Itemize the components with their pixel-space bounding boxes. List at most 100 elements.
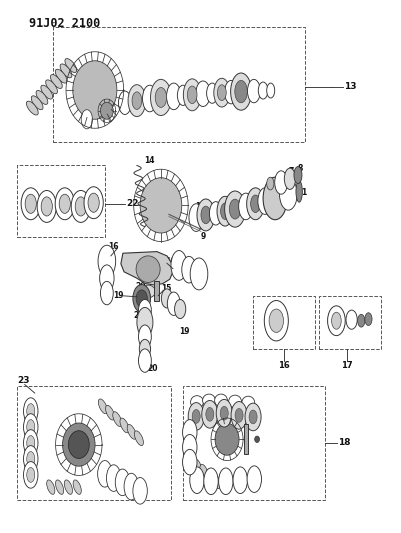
Ellipse shape: [170, 251, 186, 280]
Ellipse shape: [27, 419, 34, 434]
Ellipse shape: [231, 401, 247, 429]
Ellipse shape: [200, 206, 210, 224]
Ellipse shape: [202, 394, 215, 407]
Ellipse shape: [132, 92, 142, 109]
Text: 17: 17: [224, 200, 234, 209]
Ellipse shape: [205, 407, 213, 421]
Bar: [253, 296, 314, 349]
Ellipse shape: [263, 301, 288, 341]
Bar: [244, 424, 248, 454]
Ellipse shape: [199, 464, 207, 478]
Text: 11: 11: [215, 214, 225, 223]
Text: 20: 20: [146, 364, 157, 373]
Ellipse shape: [214, 394, 227, 407]
Ellipse shape: [64, 480, 72, 494]
Ellipse shape: [193, 459, 201, 473]
Ellipse shape: [106, 465, 121, 491]
Text: 21: 21: [133, 311, 143, 320]
Ellipse shape: [37, 190, 56, 222]
Ellipse shape: [27, 435, 34, 450]
Ellipse shape: [65, 59, 77, 72]
Ellipse shape: [51, 75, 62, 88]
Ellipse shape: [63, 423, 95, 466]
Ellipse shape: [213, 78, 229, 107]
Text: 8: 8: [296, 164, 302, 173]
Ellipse shape: [60, 64, 72, 78]
Text: 4: 4: [271, 196, 277, 205]
Ellipse shape: [215, 423, 239, 455]
Ellipse shape: [228, 395, 241, 408]
Ellipse shape: [201, 400, 217, 428]
Ellipse shape: [274, 171, 287, 194]
Ellipse shape: [177, 85, 188, 106]
Ellipse shape: [137, 308, 152, 337]
Ellipse shape: [212, 475, 220, 489]
Ellipse shape: [133, 285, 150, 312]
Ellipse shape: [133, 478, 147, 504]
Ellipse shape: [136, 256, 160, 282]
Text: 14: 14: [144, 156, 154, 165]
Ellipse shape: [257, 188, 271, 214]
Polygon shape: [121, 252, 172, 285]
Ellipse shape: [136, 290, 147, 307]
Ellipse shape: [216, 399, 232, 427]
Ellipse shape: [327, 306, 344, 336]
Ellipse shape: [249, 410, 257, 424]
Ellipse shape: [224, 191, 245, 227]
Ellipse shape: [138, 349, 151, 372]
Ellipse shape: [247, 466, 261, 492]
Ellipse shape: [24, 430, 38, 456]
Ellipse shape: [55, 188, 74, 220]
Ellipse shape: [21, 188, 40, 220]
Ellipse shape: [68, 431, 89, 458]
Ellipse shape: [47, 480, 55, 494]
Ellipse shape: [84, 187, 103, 219]
Ellipse shape: [245, 403, 260, 431]
Ellipse shape: [254, 436, 259, 442]
Ellipse shape: [218, 468, 233, 495]
Ellipse shape: [196, 199, 214, 231]
Ellipse shape: [46, 80, 57, 94]
Ellipse shape: [345, 310, 356, 329]
Ellipse shape: [188, 402, 204, 430]
Text: 16: 16: [277, 361, 289, 370]
Text: 20: 20: [135, 282, 145, 291]
Ellipse shape: [229, 199, 240, 219]
Ellipse shape: [235, 408, 243, 422]
Ellipse shape: [266, 177, 273, 190]
Text: 18: 18: [338, 439, 350, 448]
Text: 15: 15: [160, 284, 171, 293]
Ellipse shape: [27, 467, 34, 482]
Ellipse shape: [41, 197, 52, 216]
Ellipse shape: [186, 454, 194, 467]
Ellipse shape: [279, 178, 296, 210]
Ellipse shape: [75, 197, 86, 216]
Ellipse shape: [24, 414, 38, 440]
Ellipse shape: [167, 292, 180, 316]
Ellipse shape: [187, 86, 196, 103]
Ellipse shape: [275, 177, 283, 190]
Ellipse shape: [81, 110, 92, 129]
Text: 22: 22: [126, 199, 138, 208]
Ellipse shape: [203, 468, 218, 495]
Text: 6: 6: [278, 172, 284, 181]
Bar: [318, 296, 380, 349]
Bar: [154, 281, 158, 301]
Ellipse shape: [364, 313, 371, 326]
Ellipse shape: [142, 85, 156, 112]
Text: 10: 10: [205, 205, 215, 214]
Text: 3: 3: [282, 193, 287, 202]
Ellipse shape: [166, 83, 180, 110]
Text: 9: 9: [200, 232, 206, 241]
Ellipse shape: [140, 177, 181, 233]
Ellipse shape: [36, 91, 48, 104]
Bar: [17, 165, 105, 237]
Ellipse shape: [266, 83, 274, 98]
Ellipse shape: [24, 446, 38, 472]
Ellipse shape: [97, 461, 112, 487]
Ellipse shape: [112, 411, 122, 426]
Ellipse shape: [190, 395, 203, 408]
Ellipse shape: [150, 79, 171, 116]
Ellipse shape: [98, 399, 107, 414]
Text: 12: 12: [194, 202, 205, 211]
